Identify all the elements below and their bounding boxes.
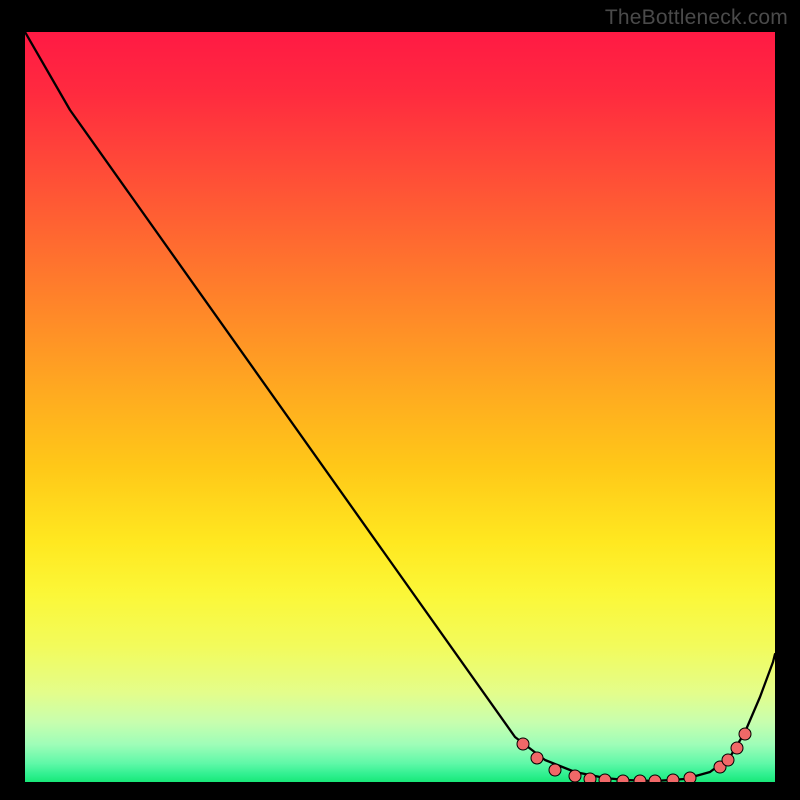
attribution-text: TheBottleneck.com <box>605 6 788 30</box>
curve-marker <box>531 752 543 764</box>
curve-marker <box>722 754 734 766</box>
curve-marker <box>667 774 679 782</box>
curve-marker <box>584 773 596 782</box>
bottleneck-curve <box>25 32 775 781</box>
curve-marker <box>549 764 561 776</box>
curve-layer <box>25 32 775 782</box>
plot-area <box>25 32 775 782</box>
curve-marker <box>599 774 611 782</box>
curve-marker <box>569 770 581 782</box>
marker-group <box>517 728 751 782</box>
curve-marker <box>634 775 646 782</box>
curve-marker <box>649 775 661 782</box>
curve-marker <box>684 772 696 782</box>
curve-marker <box>731 742 743 754</box>
curve-marker <box>517 738 529 750</box>
curve-marker <box>739 728 751 740</box>
curve-marker <box>617 775 629 782</box>
